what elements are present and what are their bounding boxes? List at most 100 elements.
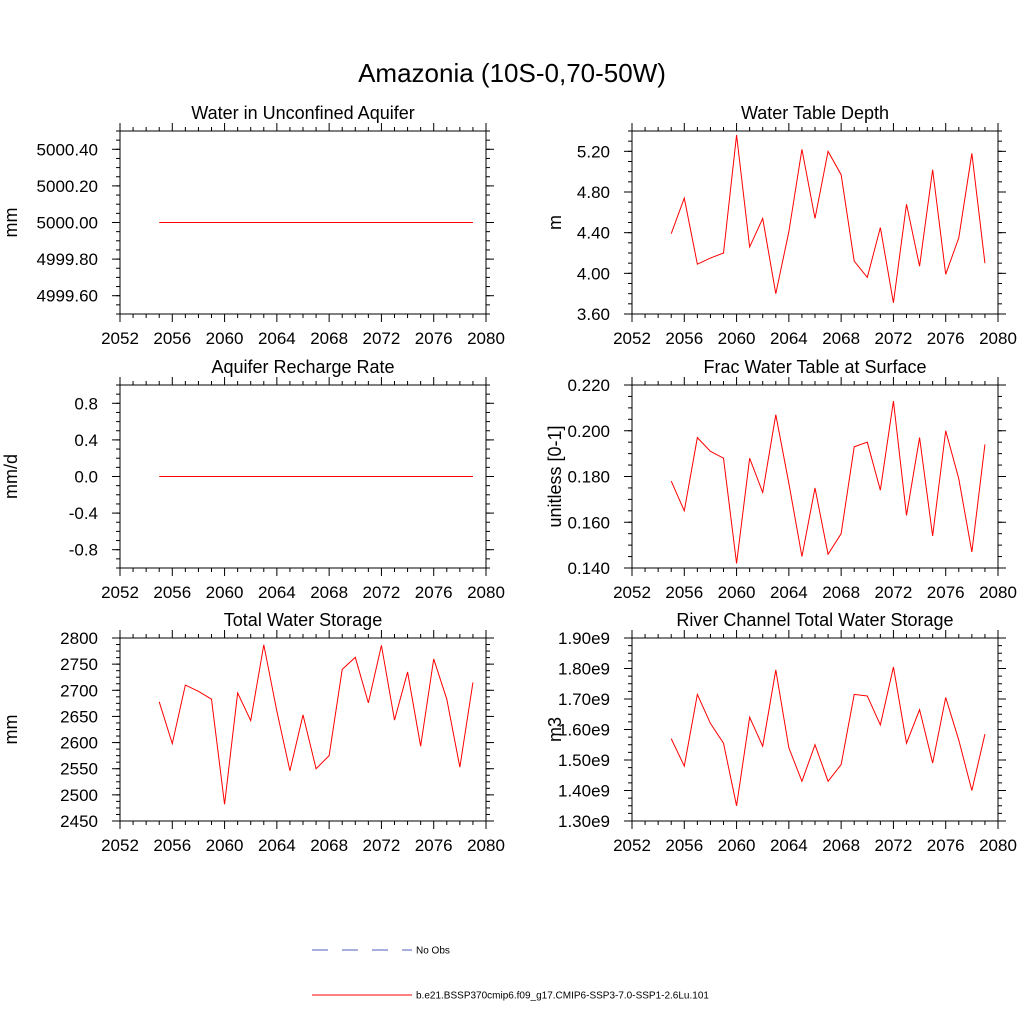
series-line [670,135,986,303]
data-point [931,168,933,170]
data-point [367,475,369,477]
data-point [406,475,408,477]
x-tick-label: 2068 [310,329,348,348]
data-point [419,221,421,223]
x-tick-label: 2060 [206,583,244,602]
data-point [958,237,960,239]
data-point [446,475,448,477]
data-point [918,708,920,710]
data-point [788,230,790,232]
data-point [328,475,330,477]
chart-panel: Aquifer Recharge Rate 2052 2056 2060 2064 206… [1,357,505,602]
data-point [971,152,973,154]
series-line [670,400,986,564]
x-tick-label: 2076 [415,583,453,602]
data-point [709,450,711,452]
x-tick-label: 2064 [770,583,808,602]
chart-panel: Frac Water Table at Surface 2052 2056 2060 2… [545,357,1017,602]
data-point [945,430,947,432]
data-point [236,221,238,223]
data-point [801,148,803,150]
panel-title: Frac Water Table at Surface [703,357,926,377]
data-point [459,475,461,477]
data-point [341,668,343,670]
data-point [380,221,382,223]
y-tick-label: 2650 [60,707,98,726]
y-tick-label: 2500 [60,786,98,805]
x-tick-label: 2056 [153,836,191,855]
x-tick-label: 2072 [363,836,401,855]
y-tick-label: 0.200 [567,422,610,441]
data-point [670,737,672,739]
data-point [788,747,790,749]
data-point [302,475,304,477]
series-line [670,666,986,806]
x-tick-label: 2052 [101,583,139,602]
x-tick-label: 2076 [927,583,965,602]
data-point [984,262,986,264]
x-tick-label: 2052 [613,583,651,602]
data-point [748,246,750,248]
y-tick-label: -0.8 [69,541,98,560]
y-tick-label: 0.4 [74,431,98,450]
x-tick-label: 2076 [927,836,965,855]
x-tick-label: 2060 [718,329,756,348]
x-tick-label: 2052 [101,329,139,348]
data-point [210,475,212,477]
x-tick-label: 2068 [822,583,860,602]
figure-title: Amazonia (10S-0,70-50W) [358,58,666,88]
y-axis-label: unitless [0-1] [545,425,565,527]
x-tick-label: 2060 [206,329,244,348]
panel-grid: Water in Unconfined Aquifer 2052 2056 2060 2… [1,103,1017,855]
plot-frame [631,384,999,569]
data-point [918,265,920,267]
x-tick-label: 2052 [101,836,139,855]
data-point [236,475,238,477]
y-tick-label: 0.8 [74,394,98,413]
data-point [223,221,225,223]
data-point [971,551,973,553]
y-tick-label: 4999.60 [37,287,98,306]
y-tick-label: 5.20 [577,142,610,161]
y-tick-label: 0.140 [567,559,610,578]
y-tick-label: 2600 [60,734,98,753]
y-tick-label: 5000.40 [37,140,98,159]
data-point [892,666,894,668]
data-point [250,475,252,477]
data-point [984,733,986,735]
data-point [328,754,330,756]
data-point [775,414,777,416]
data-point [393,221,395,223]
data-point [419,745,421,747]
x-tick-label: 2068 [310,583,348,602]
y-tick-label: 1.70e9 [558,690,610,709]
data-point [762,491,764,493]
data-point [879,724,881,726]
data-point [696,436,698,438]
y-tick-label: 4.00 [577,264,610,283]
legend-label-no-obs: No Obs [416,946,450,957]
data-point [735,805,737,807]
data-point [302,221,304,223]
x-tick-label: 2056 [153,583,191,602]
x-tick-label: 2056 [665,329,703,348]
data-point [735,562,737,564]
data-point [984,443,986,445]
data-point [670,232,672,234]
data-point [905,514,907,516]
x-tick-label: 2080 [467,836,505,855]
data-point [197,690,199,692]
data-point [472,475,474,477]
data-point [341,475,343,477]
y-axis-label: m3 [545,717,565,742]
y-tick-label: 1.60e9 [558,721,610,740]
data-point [236,692,238,694]
data-point [315,475,317,477]
y-tick-label: 4.40 [577,224,610,243]
data-point [367,221,369,223]
y-tick-label: 2550 [60,760,98,779]
x-tick-label: 2080 [467,583,505,602]
data-point [683,197,685,199]
data-point [367,702,369,704]
data-point [250,719,252,721]
